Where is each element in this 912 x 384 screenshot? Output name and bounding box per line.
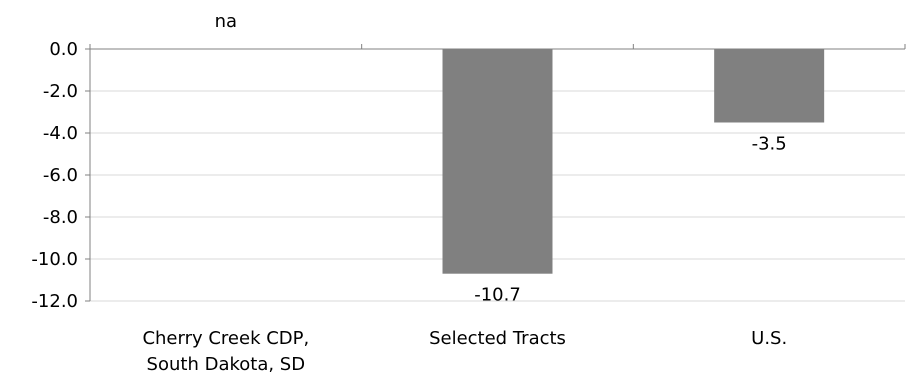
x-tick-label: U.S. [751, 328, 787, 349]
data-label: -10.7 [474, 285, 521, 306]
x-tick-label: Selected Tracts [429, 328, 566, 349]
y-tick-label: 0.0 [49, 39, 78, 60]
y-tick-label: -12.0 [31, 291, 78, 312]
y-tick-label: -8.0 [43, 207, 78, 228]
y-tick-label: -6.0 [43, 165, 78, 186]
bar [714, 49, 825, 123]
bar [442, 49, 553, 274]
x-tick-label: Cherry Creek CDP, [142, 328, 309, 349]
y-tick-label: -4.0 [43, 123, 78, 144]
data-label: -3.5 [752, 134, 787, 155]
data-label: na [215, 11, 237, 32]
x-tick-label: South Dakota, SD [147, 354, 306, 375]
y-tick-label: -10.0 [31, 249, 78, 270]
y-tick-label: -2.0 [43, 81, 78, 102]
